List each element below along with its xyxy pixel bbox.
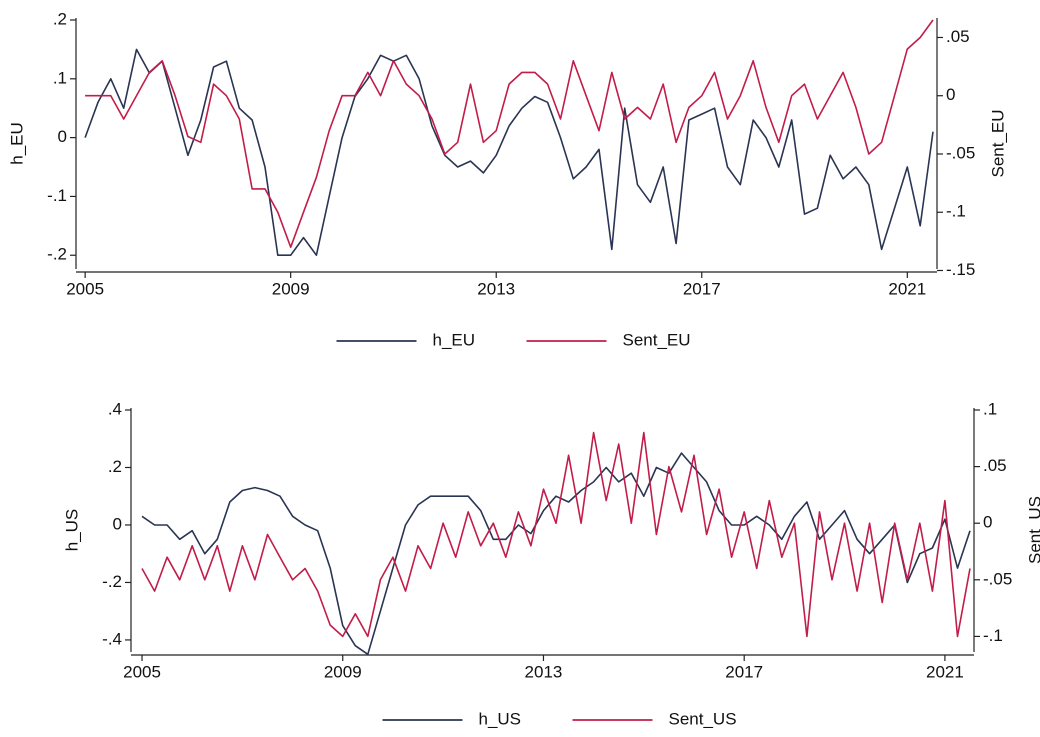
- y2-tick-label: 0: [983, 513, 992, 532]
- y2-tick-label: -.1: [983, 626, 1003, 645]
- x-tick-label: 2017: [725, 662, 763, 681]
- y2-tick-label: .05: [983, 456, 1007, 475]
- y-tick-label: -.2: [102, 572, 122, 591]
- y-axis-title: h_EU: [7, 122, 26, 165]
- x-tick-label: 2021: [926, 662, 964, 681]
- y2-tick-label: -.05: [946, 143, 975, 162]
- series-line: [84, 48, 934, 256]
- x-tick-label: 2009: [324, 662, 362, 681]
- series-line: [85, 19, 934, 248]
- legend-label: Sent_US: [669, 709, 737, 728]
- legend-label: h_US: [479, 709, 522, 728]
- y2-tick-label: .1: [983, 399, 997, 418]
- y2-tick-label: -.15: [946, 260, 975, 279]
- series-line: [141, 452, 971, 656]
- y2-tick-label: .05: [946, 27, 970, 46]
- x-tick-label: 2013: [477, 279, 515, 298]
- legend-label: h_EU: [433, 330, 476, 349]
- y-tick-label: .2: [53, 9, 67, 28]
- x-tick-label: 2021: [888, 279, 926, 298]
- y-tick-label: 0: [113, 514, 122, 533]
- y-tick-label: 0: [58, 127, 67, 146]
- series-line: [141, 431, 971, 638]
- x-tick-label: 2005: [66, 279, 104, 298]
- y-tick-label: .4: [108, 399, 122, 418]
- y2-axis-title: Sent_EU: [988, 109, 1007, 177]
- y-tick-label: -.4: [102, 629, 122, 648]
- y-tick-label: -.2: [47, 245, 67, 264]
- y2-tick-label: -.1: [946, 202, 966, 221]
- y-tick-label: .2: [108, 457, 122, 476]
- x-tick-label: 2005: [123, 662, 161, 681]
- x-tick-label: 2017: [683, 279, 721, 298]
- legend-label: Sent_EU: [623, 330, 691, 349]
- y2-tick-label: 0: [946, 85, 955, 104]
- y2-axis-title: Sent_US: [1025, 496, 1040, 564]
- x-tick-label: 2009: [272, 279, 310, 298]
- y-axis-title: h_US: [62, 509, 81, 552]
- y-tick-label: .1: [53, 68, 67, 87]
- y-tick-label: -.1: [47, 186, 67, 205]
- y2-tick-label: -.05: [983, 569, 1012, 588]
- x-tick-label: 2013: [525, 662, 563, 681]
